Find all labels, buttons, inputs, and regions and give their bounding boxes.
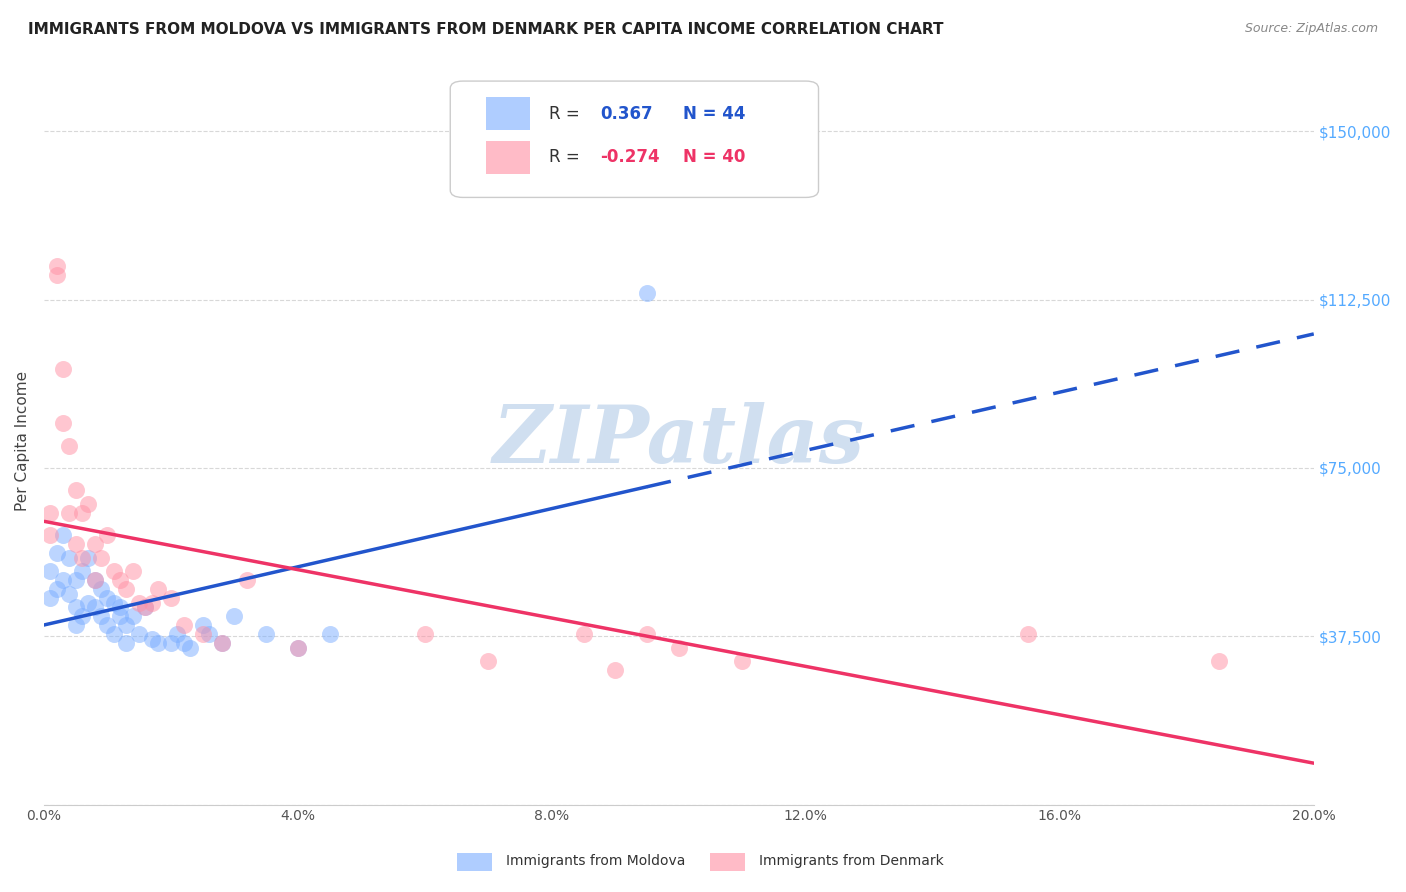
Point — [413, 627, 436, 641]
Text: Source: ZipAtlas.com: Source: ZipAtlas.com — [1244, 22, 1378, 36]
Point — [45, 546, 67, 560]
Point — [254, 627, 277, 641]
Point — [121, 564, 143, 578]
Point — [70, 506, 93, 520]
Point — [160, 636, 183, 650]
Point — [39, 591, 62, 606]
Text: Immigrants from Denmark: Immigrants from Denmark — [759, 854, 943, 868]
FancyBboxPatch shape — [450, 81, 818, 197]
Point — [103, 627, 125, 641]
Point — [134, 600, 156, 615]
Point — [477, 654, 499, 668]
Text: Immigrants from Moldova: Immigrants from Moldova — [506, 854, 686, 868]
Point — [108, 600, 131, 615]
Point — [96, 591, 118, 606]
Point — [179, 640, 201, 655]
Point — [58, 550, 80, 565]
Point — [160, 591, 183, 606]
Point — [211, 636, 233, 650]
Point — [108, 573, 131, 587]
Point — [1017, 627, 1039, 641]
Point — [45, 582, 67, 596]
Point — [198, 627, 221, 641]
Point — [668, 640, 690, 655]
Point — [287, 640, 309, 655]
Point — [58, 438, 80, 452]
Point — [128, 596, 150, 610]
Point — [83, 573, 105, 587]
Point — [572, 627, 595, 641]
Point — [141, 596, 163, 610]
Text: 0.367: 0.367 — [600, 104, 652, 123]
Point — [58, 587, 80, 601]
Point — [65, 573, 87, 587]
Point — [96, 528, 118, 542]
Point — [115, 636, 138, 650]
Point — [173, 618, 195, 632]
Point — [148, 636, 170, 650]
Text: ZIPatlas: ZIPatlas — [492, 402, 865, 480]
Point — [70, 550, 93, 565]
Point — [1208, 654, 1230, 668]
Text: N = 44: N = 44 — [683, 104, 745, 123]
Point — [236, 573, 259, 587]
Point — [83, 537, 105, 551]
Point — [166, 627, 188, 641]
Point — [90, 550, 112, 565]
Point — [45, 268, 67, 282]
Point — [77, 497, 100, 511]
Point — [77, 550, 100, 565]
Point — [77, 596, 100, 610]
Point — [52, 573, 75, 587]
Point — [211, 636, 233, 650]
Point — [58, 506, 80, 520]
Point — [141, 632, 163, 646]
Point — [148, 582, 170, 596]
Point — [108, 609, 131, 624]
Point — [605, 663, 627, 677]
Text: R =: R = — [550, 148, 585, 167]
Point — [65, 537, 87, 551]
Text: -0.274: -0.274 — [600, 148, 659, 167]
Point — [103, 564, 125, 578]
Point — [224, 609, 246, 624]
Point — [39, 528, 62, 542]
Point — [121, 609, 143, 624]
Point — [115, 618, 138, 632]
Point — [65, 600, 87, 615]
FancyBboxPatch shape — [486, 141, 530, 174]
Point — [52, 528, 75, 542]
Point — [70, 564, 93, 578]
Point — [65, 483, 87, 498]
Point — [45, 259, 67, 273]
Text: R =: R = — [550, 104, 585, 123]
Point — [90, 609, 112, 624]
Point — [318, 627, 340, 641]
Y-axis label: Per Capita Income: Per Capita Income — [15, 371, 30, 511]
Point — [70, 609, 93, 624]
Point — [52, 416, 75, 430]
Point — [83, 600, 105, 615]
Point — [134, 600, 156, 615]
Point — [636, 285, 658, 300]
Point — [115, 582, 138, 596]
Point — [731, 654, 754, 668]
Point — [191, 627, 214, 641]
Point — [90, 582, 112, 596]
Point — [39, 506, 62, 520]
Point — [191, 618, 214, 632]
Point — [83, 573, 105, 587]
Point — [39, 564, 62, 578]
Point — [128, 627, 150, 641]
Text: IMMIGRANTS FROM MOLDOVA VS IMMIGRANTS FROM DENMARK PER CAPITA INCOME CORRELATION: IMMIGRANTS FROM MOLDOVA VS IMMIGRANTS FR… — [28, 22, 943, 37]
Text: N = 40: N = 40 — [683, 148, 745, 167]
Point — [636, 627, 658, 641]
Point — [52, 362, 75, 376]
FancyBboxPatch shape — [486, 97, 530, 130]
Point — [287, 640, 309, 655]
Point — [173, 636, 195, 650]
Point — [103, 596, 125, 610]
Point — [96, 618, 118, 632]
Point — [65, 618, 87, 632]
